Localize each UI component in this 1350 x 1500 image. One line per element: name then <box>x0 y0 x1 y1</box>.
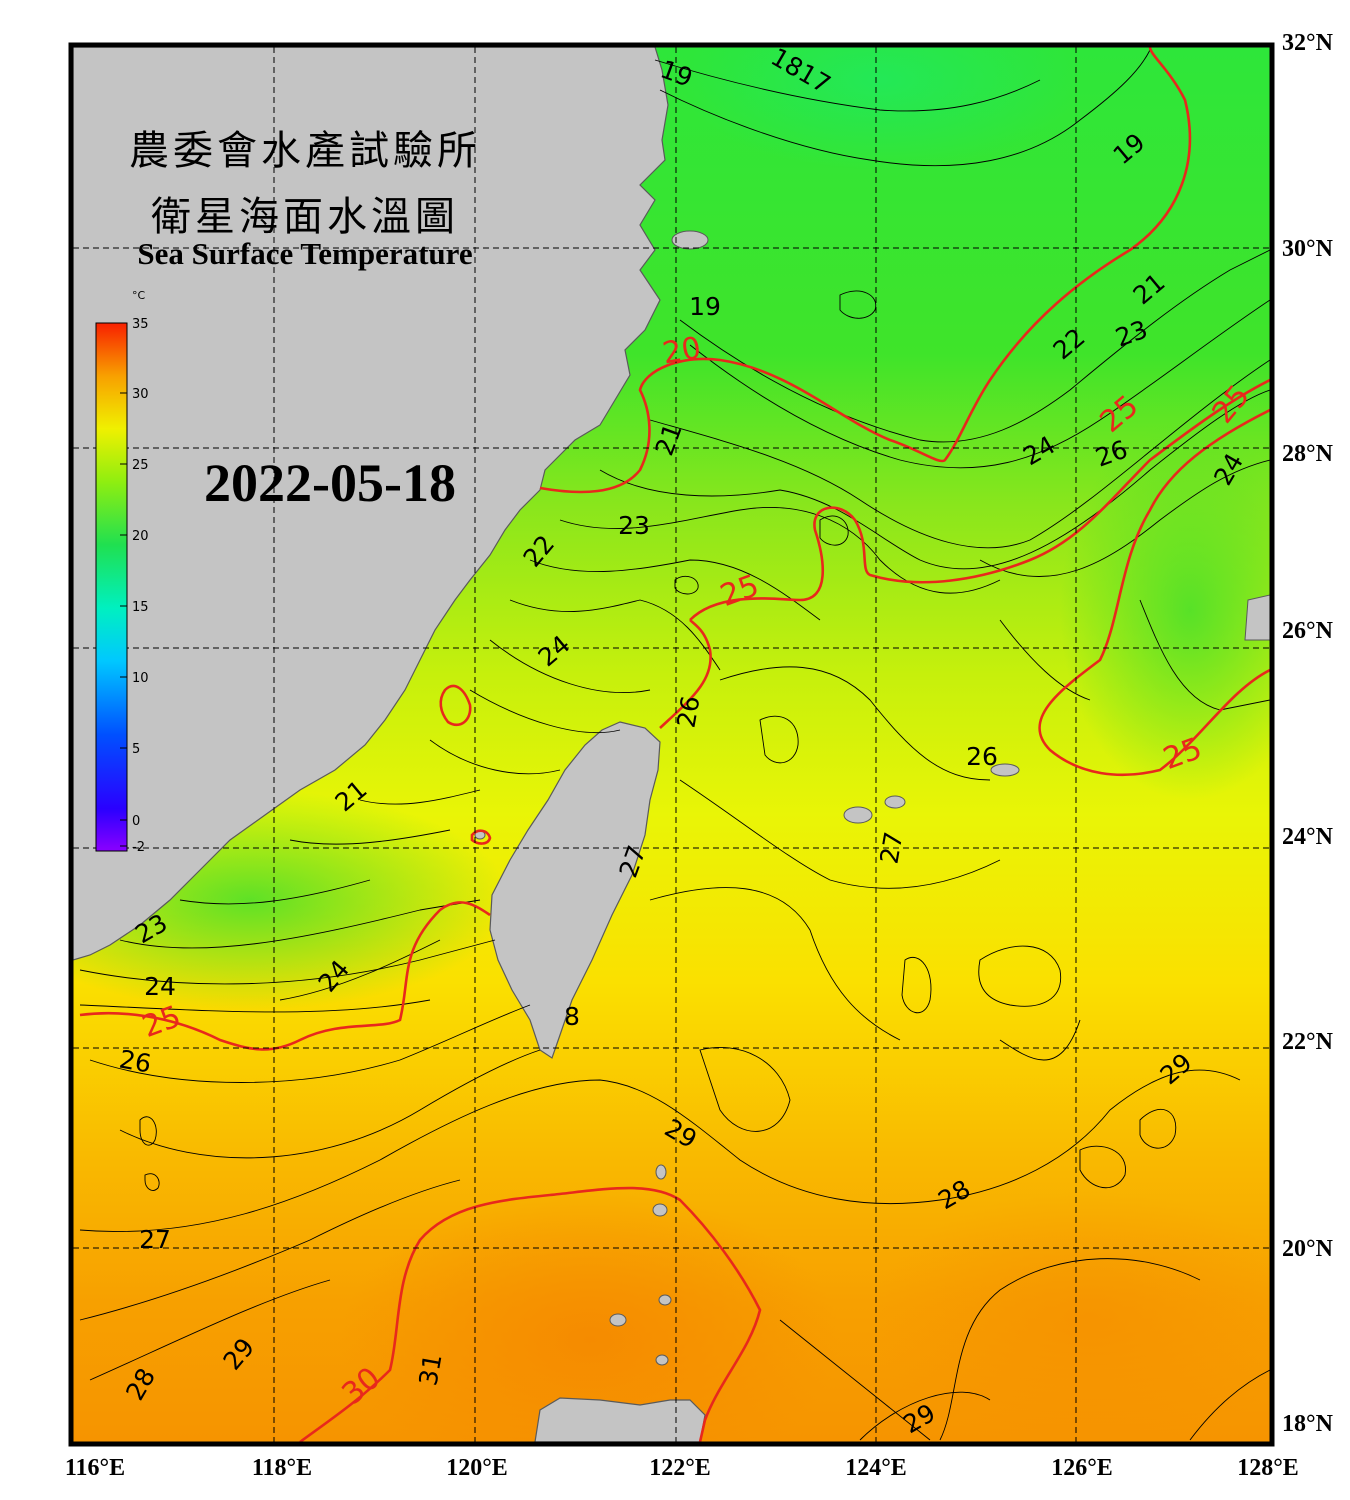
isotherm-emphasis-lines <box>79 47 1270 1442</box>
green-east-water <box>1060 420 1270 800</box>
longitude-label: 118°E <box>251 1455 313 1481</box>
isotherm-lines <box>79 49 1270 1441</box>
colorbar-tick-label: 30 <box>132 387 149 402</box>
colorbar-tick-label: 25 <box>132 458 149 473</box>
longitude-label: 128°E <box>1237 1455 1299 1481</box>
land-kyushu <box>1244 594 1270 641</box>
contour-label: 24 <box>144 972 176 1001</box>
warm-water-south <box>340 1190 840 1442</box>
contour-label-emphasis: 20 <box>660 330 704 371</box>
colorbar-tick-label: 20 <box>132 529 149 544</box>
contour-label: 26 <box>966 742 998 771</box>
latitude-label: 18°N <box>1282 1411 1333 1437</box>
colorbar-tick-label: 10 <box>132 671 149 686</box>
colorbar-unit: °C <box>132 289 146 302</box>
colorbar-tick-labels: 35 30 25 20 15 10 5 0 -2 <box>132 317 149 855</box>
map-date: 2022-05-18 <box>204 453 456 513</box>
longitude-label: 124°E <box>845 1455 907 1481</box>
contour-label: 26 <box>671 694 705 730</box>
warm-water-east <box>870 1190 1270 1442</box>
island-miyako <box>884 795 906 809</box>
latitude-label: 32°N <box>1282 30 1333 56</box>
latitude-label: 28°N <box>1282 441 1333 467</box>
latitude-label: 22°N <box>1282 1029 1333 1055</box>
colorbar-tick-label: 5 <box>132 742 140 757</box>
contour-label: 27 <box>139 1225 171 1254</box>
contour-label: 8 <box>564 1002 580 1031</box>
longitude-label: 120°E <box>446 1455 508 1481</box>
land-china <box>73 47 669 961</box>
colorbar-tick-label: 0 <box>132 814 140 829</box>
island-calayan-c <box>655 1354 669 1366</box>
island-zhoushan <box>671 230 709 250</box>
island-calayan-a <box>609 1313 627 1327</box>
title-chinese-line1: 農委會水產試驗所 <box>129 128 481 174</box>
latitude-label: 20°N <box>1282 1236 1333 1262</box>
island-ishigaki <box>843 806 873 824</box>
title-chinese-line2: 衛星海面水溫圖 <box>151 194 459 240</box>
colorbar-gradient <box>95 322 128 852</box>
longitude-label: 116°E <box>64 1455 126 1481</box>
contour-label: 31 <box>413 1352 447 1388</box>
title-english: Sea Surface Temperature <box>137 236 473 271</box>
contour-label: 26 <box>117 1044 153 1078</box>
colorbar-tick-label: 15 <box>132 600 149 615</box>
latitude-label: 26°N <box>1282 618 1333 644</box>
island-batanes <box>655 1164 667 1180</box>
contour-label: 27 <box>874 830 908 866</box>
colorbar: 35 30 25 20 15 10 5 0 -2 <box>95 317 149 855</box>
cool-water-north <box>680 47 1080 170</box>
island-calayan-b <box>658 1294 672 1306</box>
latitude-label: 30°N <box>1282 236 1333 262</box>
latitude-label: 24°N <box>1282 824 1333 850</box>
island-babuyan <box>652 1203 668 1217</box>
contour-label: 23 <box>618 511 650 540</box>
colorbar-tick-label: -2 <box>132 840 145 855</box>
island-okinawa <box>990 763 1020 777</box>
graticule <box>73 47 1270 1442</box>
colorbar-tick-marks <box>120 322 127 847</box>
longitude-label: 126°E <box>1051 1455 1113 1481</box>
map-frame <box>68 42 1275 1447</box>
longitude-label: 122°E <box>649 1455 711 1481</box>
contour-label: 19 <box>689 292 721 321</box>
land-luzon <box>534 1397 706 1442</box>
colorbar-tick-label: 35 <box>132 317 149 332</box>
